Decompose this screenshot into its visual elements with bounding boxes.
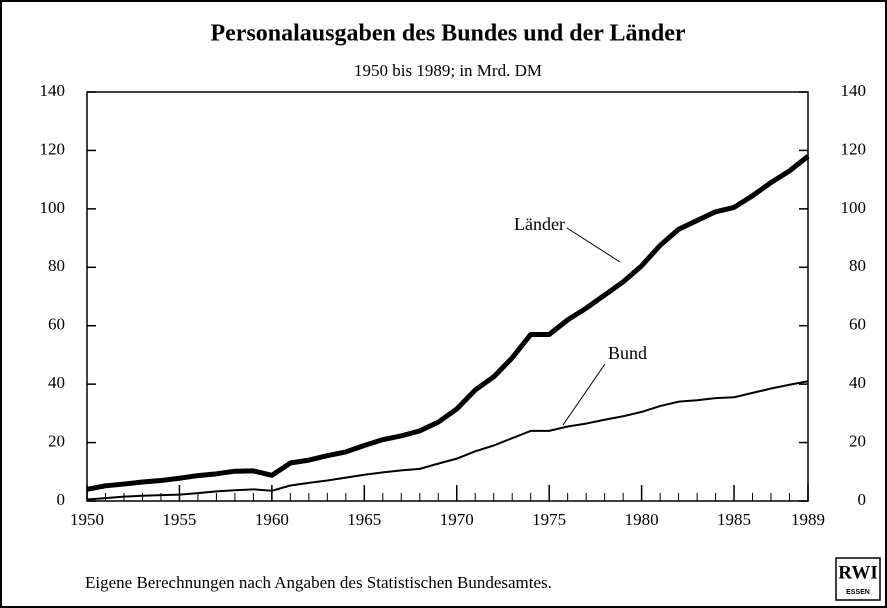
logo-city: ESSEN bbox=[846, 589, 870, 596]
x-tick-label: 1965 bbox=[347, 510, 381, 529]
x-tick-label: 1980 bbox=[625, 510, 659, 529]
y2-tick-label: 80 bbox=[849, 256, 866, 275]
y2-tick-label: 0 bbox=[858, 490, 867, 509]
x-tick-label: 1989 bbox=[791, 510, 825, 529]
y2-tick-label: 60 bbox=[849, 315, 866, 334]
y2-tick-label: 140 bbox=[841, 81, 867, 100]
x-tick-label: 1985 bbox=[717, 510, 751, 529]
x-tick-label: 1970 bbox=[440, 510, 474, 529]
y2-tick-label: 20 bbox=[849, 431, 866, 450]
leader-line bbox=[562, 363, 606, 426]
y-tick-label: 100 bbox=[40, 198, 66, 217]
logo-box bbox=[835, 557, 881, 601]
chart-subtitle: 1950 bis 1989; in Mrd. DM bbox=[354, 61, 542, 80]
y2-tick-label: 40 bbox=[849, 373, 866, 392]
y-tick-label: 60 bbox=[48, 315, 65, 334]
logo-name: RWI bbox=[838, 562, 877, 583]
y2-tick-label: 100 bbox=[841, 198, 867, 217]
x-tick-label: 1975 bbox=[532, 510, 566, 529]
series-line bbox=[86, 154, 810, 492]
y2-tick-label: 120 bbox=[841, 139, 867, 158]
y-tick-label: 0 bbox=[57, 490, 66, 509]
y-tick-label: 20 bbox=[48, 431, 65, 450]
x-tick-label: 1960 bbox=[255, 510, 289, 529]
y-tick-label: 120 bbox=[40, 139, 66, 158]
chart-title: Personalausgaben des Bundes und der Länd… bbox=[210, 21, 685, 47]
series-label: Länder bbox=[514, 214, 565, 234]
x-tick-label: 1950 bbox=[70, 510, 104, 529]
leader-line bbox=[566, 227, 621, 263]
y-tick-label: 40 bbox=[48, 373, 65, 392]
plot-frame bbox=[86, 91, 809, 502]
series-label: Bund bbox=[608, 343, 647, 363]
source-note: Eigene Berechnungen nach Angaben des Sta… bbox=[85, 573, 552, 592]
y-tick-label: 80 bbox=[48, 256, 65, 275]
y-tick-label: 140 bbox=[40, 81, 66, 100]
series-line bbox=[86, 380, 809, 501]
x-tick-label: 1955 bbox=[162, 510, 196, 529]
